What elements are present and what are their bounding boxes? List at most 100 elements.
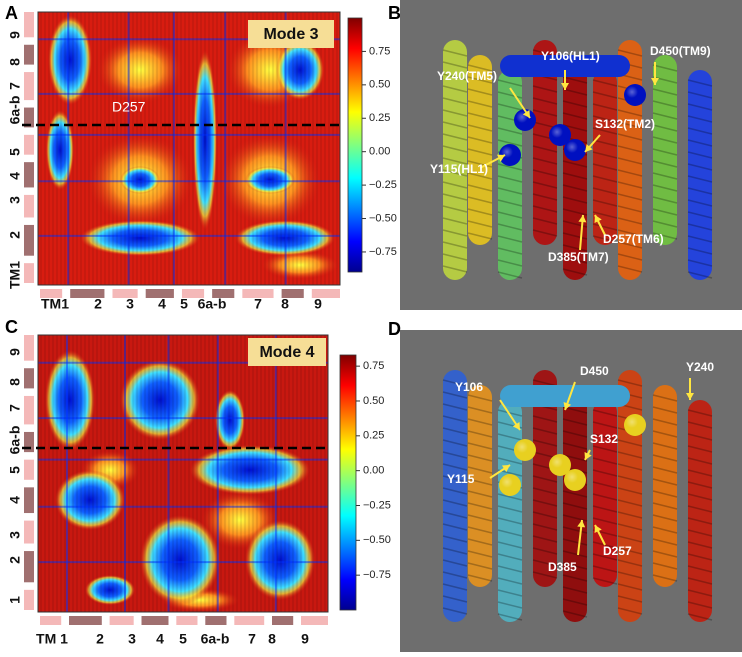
helix xyxy=(593,70,617,245)
helix-turn xyxy=(497,259,523,267)
helix-turn xyxy=(442,451,468,459)
colorbar-tick-label: −0.50 xyxy=(369,212,397,224)
helix-turn xyxy=(592,187,618,195)
helix-turn xyxy=(442,475,468,483)
segment-box xyxy=(176,616,198,625)
helix-turn xyxy=(687,271,713,279)
helix-turn xyxy=(617,157,643,165)
sphere-highlight xyxy=(501,476,513,488)
colorbar-tick-label: −0.75 xyxy=(363,569,391,581)
x-axis-label: 9 xyxy=(301,631,309,647)
mode-label: Mode 4 xyxy=(259,344,314,361)
segment-box xyxy=(24,263,34,283)
helix-turn xyxy=(562,598,588,606)
helix-turn xyxy=(562,514,588,522)
helix-turn xyxy=(687,517,713,525)
helix-turn xyxy=(532,109,558,117)
helix-turn xyxy=(687,457,713,465)
helix-turn xyxy=(652,562,678,570)
helix-turn xyxy=(687,529,713,537)
arrow-head xyxy=(522,109,530,118)
panel-label: D xyxy=(388,319,401,339)
helix-turn xyxy=(532,169,558,177)
residue-label: Y240(TM5) xyxy=(437,69,497,83)
segment-box xyxy=(24,368,34,389)
segment-box xyxy=(242,289,274,298)
helix-turn xyxy=(687,433,713,441)
arrow-head xyxy=(651,78,659,85)
helix-turn xyxy=(442,169,468,177)
helix-turn xyxy=(532,217,558,225)
helix-turn xyxy=(532,157,558,165)
segment-box xyxy=(24,335,34,361)
helix-turn xyxy=(617,229,643,237)
heatmap xyxy=(38,12,340,285)
helix-turn xyxy=(687,553,713,561)
helix-turn xyxy=(617,109,643,117)
y-axis-label: 4 xyxy=(7,496,23,504)
helix-turn xyxy=(497,409,523,417)
segment-box xyxy=(40,289,63,298)
y-axis-label: 4 xyxy=(7,172,23,180)
helix-turn xyxy=(532,499,558,507)
residue-label: D450 xyxy=(580,364,609,378)
helix-turn xyxy=(442,499,468,507)
colorbar-tick-label: −0.75 xyxy=(369,246,397,258)
segment-box xyxy=(234,616,265,625)
helix-turn xyxy=(562,268,588,276)
helix-turn xyxy=(442,157,468,165)
helix-turn xyxy=(497,457,523,465)
helix-turn xyxy=(652,184,678,192)
helix-turn xyxy=(617,217,643,225)
helix xyxy=(468,385,492,587)
helix-turn xyxy=(687,91,713,99)
helix-turn xyxy=(592,481,618,489)
helix-turn xyxy=(652,196,678,204)
helix-turn xyxy=(652,418,678,426)
helix-turn xyxy=(467,538,493,546)
helix-turn xyxy=(687,481,713,489)
helix-turn xyxy=(652,88,678,96)
helix-turn xyxy=(497,139,523,147)
helix-turn xyxy=(532,97,558,105)
helix-turn xyxy=(592,151,618,159)
helix-turn xyxy=(617,571,643,579)
helix-turn xyxy=(467,220,493,228)
helix-turn xyxy=(467,124,493,132)
helix-turn xyxy=(592,223,618,231)
helix-turn xyxy=(442,85,468,93)
segment-box xyxy=(112,289,138,298)
helix xyxy=(443,370,467,622)
x-axis-label: 3 xyxy=(128,631,136,647)
helix-turn xyxy=(687,613,713,621)
segment-box xyxy=(24,459,34,480)
helix-turn xyxy=(652,100,678,108)
helix-turn xyxy=(532,229,558,237)
helix-turn xyxy=(617,547,643,555)
colorbar-tick-label: 0.25 xyxy=(369,112,390,124)
helix-turn xyxy=(532,547,558,555)
helix xyxy=(653,385,677,587)
helix-turn xyxy=(562,184,588,192)
helix-turn xyxy=(467,100,493,108)
helix-turn xyxy=(562,160,588,168)
y-axis-label: 8 xyxy=(7,58,23,66)
sphere-highlight xyxy=(566,471,578,483)
helix-turn xyxy=(467,136,493,144)
x-axis-label: TM 1 xyxy=(36,631,68,647)
helix-turn xyxy=(687,601,713,609)
helix-turn xyxy=(442,403,468,411)
helix-turn xyxy=(442,379,468,387)
helix-turn xyxy=(687,187,713,195)
helix-turn xyxy=(652,526,678,534)
helix-turn xyxy=(532,439,558,447)
helix-turn xyxy=(467,76,493,84)
helix-turn xyxy=(442,229,468,237)
helix-turn xyxy=(442,463,468,471)
helix-turn xyxy=(562,244,588,252)
helix-turn xyxy=(687,541,713,549)
helix-turn xyxy=(467,148,493,156)
arrow-head xyxy=(686,393,694,400)
helix-turn xyxy=(532,511,558,519)
helix-turn xyxy=(687,421,713,429)
